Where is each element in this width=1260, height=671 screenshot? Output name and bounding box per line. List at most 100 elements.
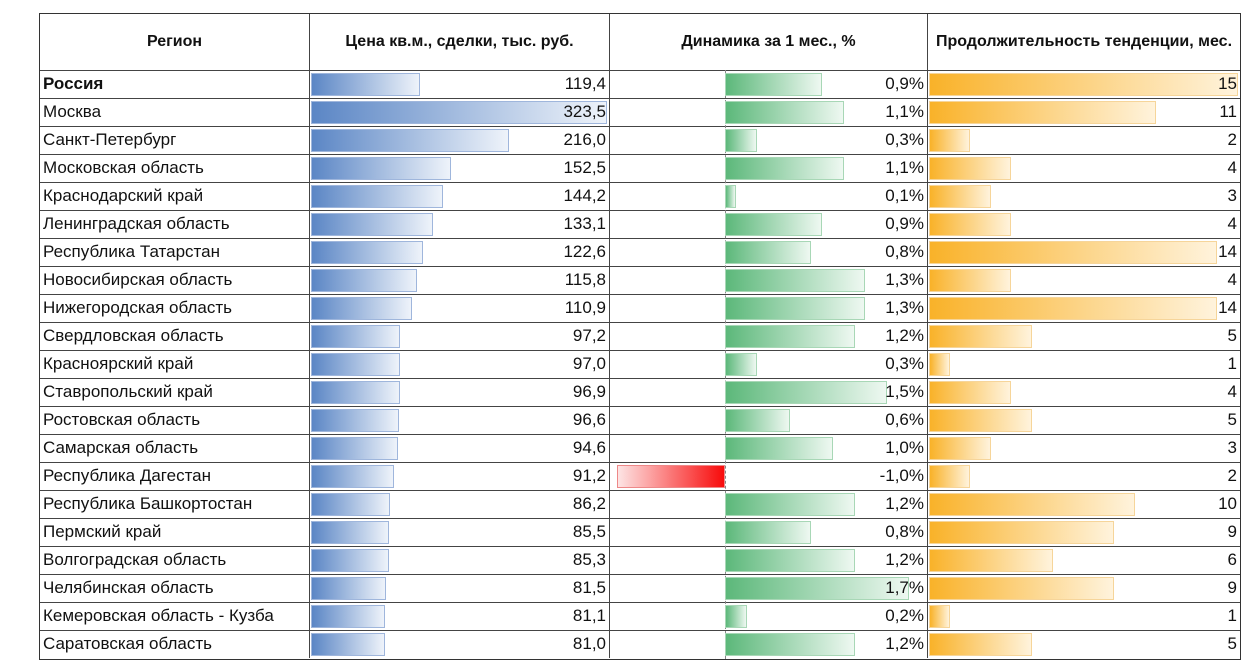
cell-price: 119,4 xyxy=(310,71,610,98)
cell-price: 91,2 xyxy=(310,463,610,490)
price-value: 122,6 xyxy=(563,242,606,261)
header-duration: Продолжительность тенденции, мес. xyxy=(935,33,1233,50)
dynamics-value: 1,3% xyxy=(885,270,924,289)
price-value: 144,2 xyxy=(563,186,606,205)
cell-dynamics: 1,0% xyxy=(610,435,928,462)
dynamics-value: 0,3% xyxy=(885,130,924,149)
duration-bar xyxy=(929,605,950,628)
duration-value: 14 xyxy=(1218,242,1237,261)
cell-duration: 11 xyxy=(928,99,1240,126)
price-value: 94,6 xyxy=(572,438,606,457)
price-bar xyxy=(311,185,443,208)
duration-bar xyxy=(929,437,991,460)
cell-price: 96,6 xyxy=(310,407,610,434)
price-bar xyxy=(311,269,417,292)
cell-region: Ростовская область xyxy=(40,407,310,434)
duration-value: 5 xyxy=(1227,634,1237,653)
dynamics-bar-positive xyxy=(725,157,844,180)
region-name: Ставропольский край xyxy=(43,382,213,401)
dynamics-bar-positive xyxy=(725,549,855,572)
duration-value: 9 xyxy=(1227,578,1237,597)
duration-bar xyxy=(929,325,1032,348)
price-bar xyxy=(311,465,394,488)
cell-region: Красноярский край xyxy=(40,351,310,378)
cell-price: 97,0 xyxy=(310,351,610,378)
dynamics-bar-negative xyxy=(617,465,725,488)
cell-region: Новосибирская область xyxy=(40,267,310,294)
price-bar xyxy=(311,353,400,376)
dynamics-value: 1,0% xyxy=(885,438,924,457)
price-value: 81,5 xyxy=(572,578,606,597)
duration-bar xyxy=(929,521,1114,544)
cell-duration: 9 xyxy=(928,519,1240,546)
cell-duration: 4 xyxy=(928,211,1240,238)
price-value: 152,5 xyxy=(563,158,606,177)
region-name: Ростовская область xyxy=(43,410,201,429)
dynamics-value: 1,2% xyxy=(885,634,924,653)
cell-duration: 4 xyxy=(928,267,1240,294)
table-row: Ленинградская область 133,1 0,9% 4 xyxy=(40,210,1240,238)
region-name: Московская область xyxy=(43,158,204,177)
region-name: Саратовская область xyxy=(43,634,212,653)
price-value: 85,3 xyxy=(572,550,606,569)
price-bar xyxy=(311,577,386,600)
cell-duration: 10 xyxy=(928,491,1240,518)
cell-price: 115,8 xyxy=(310,267,610,294)
duration-value: 14 xyxy=(1218,298,1237,317)
price-bar xyxy=(311,73,420,96)
cell-region: Республика Башкортостан xyxy=(40,491,310,518)
cell-duration: 3 xyxy=(928,435,1240,462)
table-row: Новосибирская область 115,8 1,3% 4 xyxy=(40,266,1240,294)
cell-price: 110,9 xyxy=(310,295,610,322)
cell-dynamics: 0,6% xyxy=(610,407,928,434)
price-value: 91,2 xyxy=(572,466,606,485)
table-row: Саратовская область 81,0 1,2% 5 xyxy=(40,630,1240,658)
table-row: Волгоградская область 85,3 1,2% 6 xyxy=(40,546,1240,574)
duration-bar xyxy=(929,353,950,376)
cell-dynamics: 1,1% xyxy=(610,99,928,126)
region-name: Кемеровская область - Кузба xyxy=(43,606,274,625)
cell-price: 86,2 xyxy=(310,491,610,518)
duration-bar xyxy=(929,381,1011,404)
dynamics-value: 0,9% xyxy=(885,214,924,233)
cell-region: Республика Татарстан xyxy=(40,239,310,266)
region-name: Красноярский край xyxy=(43,354,194,373)
cell-region: Саратовская область xyxy=(40,631,310,658)
cell-dynamics: 1,7% xyxy=(610,575,928,602)
table-row: Республика Татарстан 122,6 0,8% 14 xyxy=(40,238,1240,266)
price-bar xyxy=(311,521,389,544)
duration-value: 9 xyxy=(1227,522,1237,541)
cell-duration: 5 xyxy=(928,631,1240,658)
duration-bar xyxy=(929,269,1011,292)
cell-price: 85,3 xyxy=(310,547,610,574)
cell-region: Краснодарский край xyxy=(40,183,310,210)
table-row: Красноярский край 97,0 0,3% 1 xyxy=(40,350,1240,378)
cell-duration: 14 xyxy=(928,239,1240,266)
dynamics-bar-positive xyxy=(725,493,855,516)
region-name: Санкт-Петербург xyxy=(43,130,177,149)
cell-region: Волгоградская область xyxy=(40,547,310,574)
table-row: Московская область 152,5 1,1% 4 xyxy=(40,154,1240,182)
dynamics-value: 1,7% xyxy=(885,578,924,597)
price-bar xyxy=(311,325,400,348)
cell-region: Самарская область xyxy=(40,435,310,462)
dynamics-value: 0,8% xyxy=(885,242,924,261)
cell-price: 81,1 xyxy=(310,603,610,630)
price-value: 216,0 xyxy=(563,130,606,149)
price-value: 323,5 xyxy=(563,102,606,121)
cell-dynamics: -1,0% xyxy=(610,463,928,490)
duration-value: 4 xyxy=(1227,382,1237,401)
cell-price: 81,0 xyxy=(310,631,610,658)
price-value: 97,2 xyxy=(572,326,606,345)
price-value: 133,1 xyxy=(563,214,606,233)
dynamics-bar-positive xyxy=(725,185,736,208)
cell-region: Россия xyxy=(40,71,310,98)
region-price-table: Регион Цена кв.м., сделки, тыс. руб. Дин… xyxy=(39,13,1241,660)
cell-region: Свердловская область xyxy=(40,323,310,350)
dynamics-value: 0,1% xyxy=(885,186,924,205)
dynamics-bar-positive xyxy=(725,325,855,348)
dynamics-bar-positive xyxy=(725,437,833,460)
duration-value: 10 xyxy=(1218,494,1237,513)
table-row: Республика Дагестан 91,2 -1,0% 2 xyxy=(40,462,1240,490)
price-value: 119,4 xyxy=(564,74,606,93)
